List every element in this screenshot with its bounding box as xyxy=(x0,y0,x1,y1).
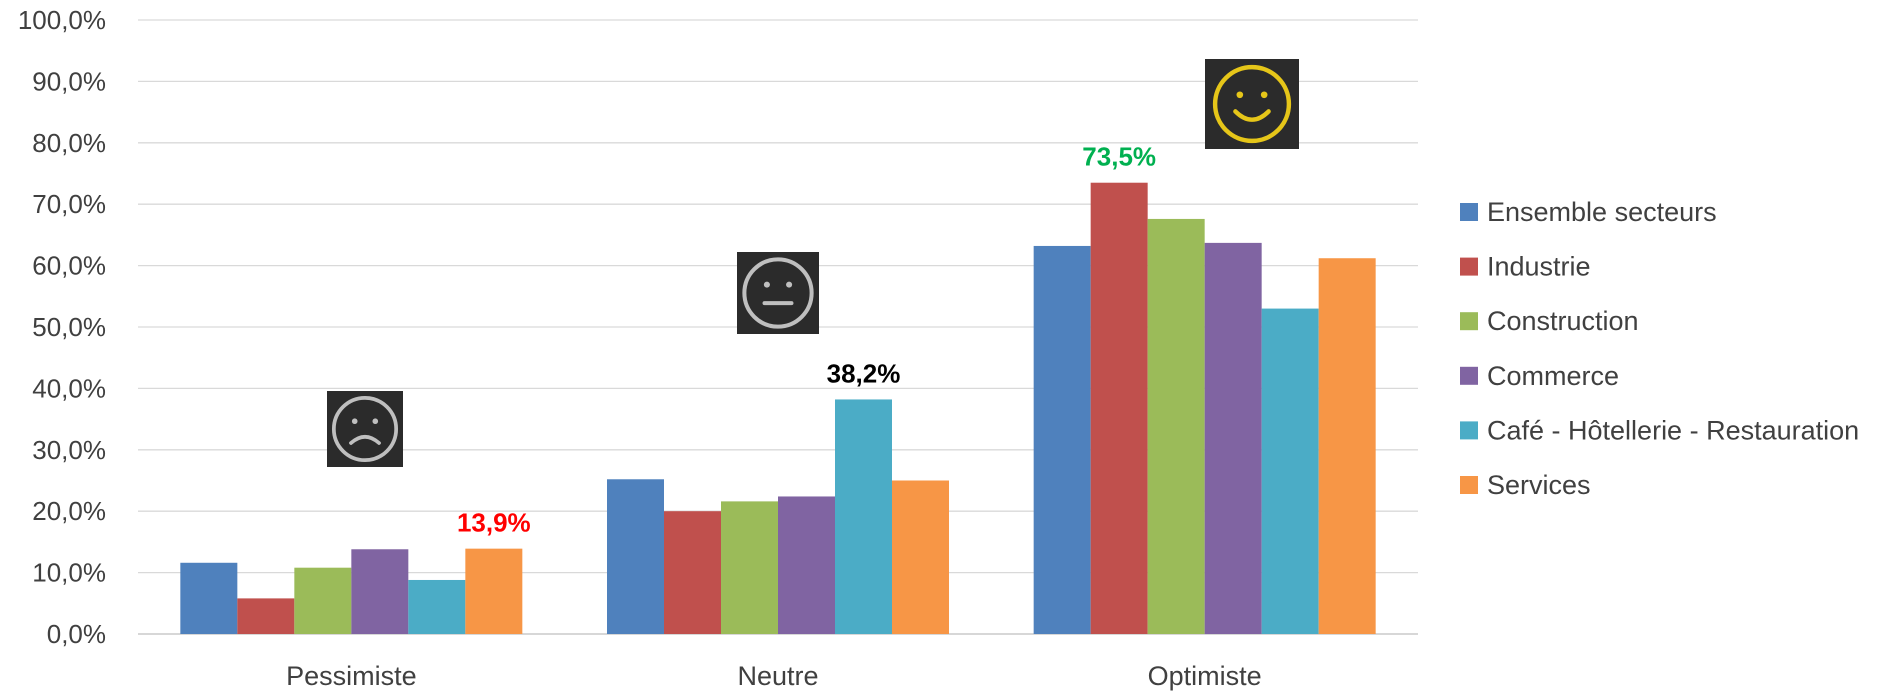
left-eye xyxy=(351,418,358,425)
sad-face-icon xyxy=(327,391,403,467)
y-tick-label: 90,0% xyxy=(32,66,106,96)
mouth xyxy=(1233,109,1271,122)
legend-swatch xyxy=(1460,421,1478,440)
y-tick-label: 100,0% xyxy=(18,5,106,35)
bar xyxy=(664,511,721,634)
legend-item: Café - Hôtellerie - Restauration xyxy=(1460,415,1859,445)
legend-swatch xyxy=(1460,257,1478,276)
legend-label: Commerce xyxy=(1487,361,1619,391)
bar xyxy=(892,480,949,634)
right-eye xyxy=(372,418,379,425)
legend-swatch xyxy=(1460,203,1478,221)
legend: Ensemble secteurs Industrie Construction Co… xyxy=(1460,197,1859,500)
y-tick-label: 70,0% xyxy=(32,189,106,219)
y-tick-label: 50,0% xyxy=(32,312,106,342)
mouth xyxy=(349,434,381,445)
data-annotations: 13,9% 38,2% 73,5% xyxy=(457,142,1156,538)
emoji-icons xyxy=(327,59,1299,467)
icon-background xyxy=(1205,59,1299,149)
bar xyxy=(607,479,664,634)
bar xyxy=(1261,308,1319,634)
legend-label: Ensemble secteurs xyxy=(1487,197,1717,227)
bar xyxy=(778,496,835,634)
legend-swatch xyxy=(1460,312,1478,331)
legend-item: Ensemble secteurs xyxy=(1460,197,1717,227)
bar xyxy=(1318,258,1376,634)
legend-label: Construction xyxy=(1487,306,1639,336)
y-tick-label: 20,0% xyxy=(32,496,106,526)
bar xyxy=(237,598,295,634)
data-label: 13,9% xyxy=(457,508,531,538)
bar xyxy=(1033,245,1091,634)
legend-swatch xyxy=(1460,476,1478,494)
y-tick-label: 60,0% xyxy=(32,251,106,281)
bar xyxy=(1147,218,1205,634)
left-eye xyxy=(763,281,770,288)
bar xyxy=(465,548,523,634)
x-category-label: Pessimiste xyxy=(286,661,417,691)
bar xyxy=(1090,182,1148,634)
y-tick-label: 10,0% xyxy=(32,558,106,588)
legend-label: Industrie xyxy=(1487,252,1591,282)
y-tick-label: 30,0% xyxy=(32,435,106,465)
y-tick-label: 0,0% xyxy=(47,619,106,649)
bars xyxy=(180,182,1376,634)
face-outline xyxy=(1212,64,1292,144)
right-eye xyxy=(1260,91,1268,99)
y-tick-label: 40,0% xyxy=(32,373,106,403)
legend-item: Commerce xyxy=(1460,361,1619,391)
bar xyxy=(408,579,466,634)
face-outline xyxy=(742,257,814,329)
legend-label: Services xyxy=(1487,470,1591,500)
data-label: 73,5% xyxy=(1082,142,1156,172)
y-tick-label: 80,0% xyxy=(32,128,106,158)
legend-item: Construction xyxy=(1460,306,1639,336)
bar xyxy=(1204,242,1262,634)
x-axis-category-labels: Pessimiste Neutre Optimiste xyxy=(286,661,1262,691)
x-category-label: Neutre xyxy=(737,661,818,691)
data-label: 38,2% xyxy=(827,358,901,388)
legend-label: Café - Hôtellerie - Restauration xyxy=(1487,415,1859,445)
bar xyxy=(351,549,409,634)
x-category-label: Optimiste xyxy=(1148,661,1262,691)
face-outline xyxy=(331,395,399,463)
neutral-face-icon xyxy=(737,252,819,334)
bar xyxy=(294,567,352,634)
bar xyxy=(721,501,778,634)
bar xyxy=(180,562,238,634)
left-eye xyxy=(1236,91,1244,99)
legend-swatch xyxy=(1460,366,1478,385)
legend-item: Industrie xyxy=(1460,252,1591,282)
y-axis-tick-labels: 0,0% 10,0% 20,0% 30,0% 40,0% 50,0% 60,0% 70,0% 8… xyxy=(18,5,106,649)
happy-face-icon xyxy=(1205,59,1299,149)
icon-background xyxy=(327,391,403,467)
legend-item: Services xyxy=(1460,470,1591,500)
right-eye xyxy=(786,281,793,288)
bar xyxy=(835,399,892,634)
icon-background xyxy=(737,252,819,334)
